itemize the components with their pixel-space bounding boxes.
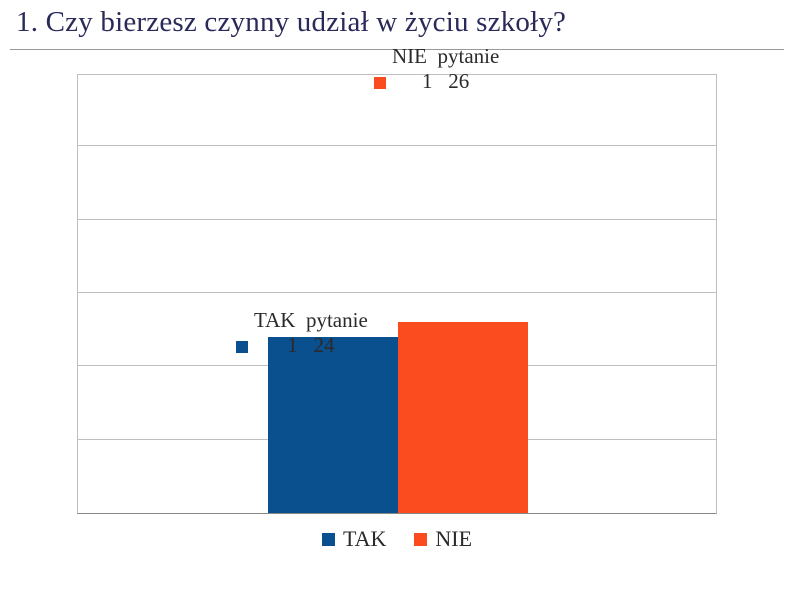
bar-nie	[398, 322, 528, 513]
legend-swatch-icon	[322, 533, 335, 546]
legend-label: NIE	[435, 526, 472, 551]
chart-gridline	[78, 219, 716, 220]
bar-tak	[268, 337, 398, 513]
bar-chart: NIE pytanie1 26TAK pytanie1 24 TAK NIE	[77, 74, 717, 552]
chart-gridline	[78, 292, 716, 293]
chart-legend: TAK NIE	[77, 526, 717, 552]
page-title: 1. Czy bierzesz czynny udział w życiu sz…	[16, 6, 784, 39]
data-label-text: TAK pytanie1 24	[254, 308, 368, 358]
series-marker-icon	[374, 77, 386, 89]
chart-gridline	[78, 145, 716, 146]
plot-area: NIE pytanie1 26TAK pytanie1 24	[77, 74, 717, 514]
page-root: 1. Czy bierzesz czynny udział w życiu sz…	[0, 0, 794, 595]
data-label-text: NIE pytanie1 26	[392, 44, 499, 94]
series-marker-icon	[236, 341, 248, 353]
data-label-nie: NIE pytanie1 26	[374, 44, 499, 94]
legend-item-tak: TAK	[322, 526, 386, 552]
legend-label: TAK	[343, 526, 386, 551]
legend-swatch-icon	[414, 533, 427, 546]
legend-item-nie: NIE	[414, 526, 472, 552]
data-label-tak: TAK pytanie1 24	[236, 308, 368, 358]
